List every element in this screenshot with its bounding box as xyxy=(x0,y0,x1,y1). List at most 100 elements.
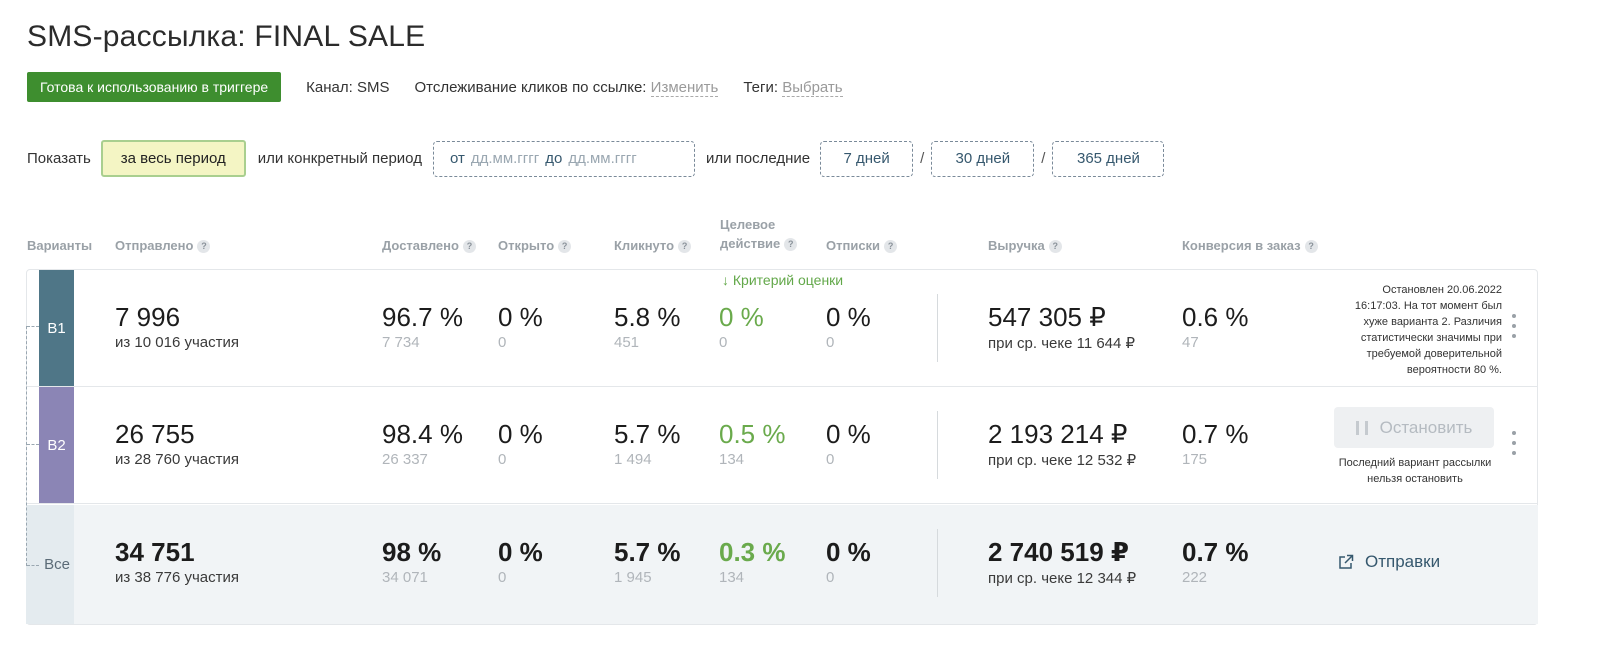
period-filter: Показать за весь период или конкретный п… xyxy=(27,140,1165,177)
tracking-setting: Отслеживание кликов по ссылке: Изменить xyxy=(414,78,719,97)
help-icon[interactable]: ? xyxy=(558,240,572,253)
unsub-cell: 0 % 0 xyxy=(826,419,871,468)
unsub-sub: 0 xyxy=(826,451,835,468)
column-header-label: Доставлено xyxy=(382,238,459,253)
column-divider xyxy=(937,294,938,362)
clicked-sub: 451 xyxy=(614,334,640,351)
more-menu-icon[interactable] xyxy=(1508,431,1520,455)
pause-icon xyxy=(1355,420,1368,435)
column-header-clicked: Кликнуто? xyxy=(614,238,692,253)
column-header-label: Отправлено xyxy=(115,238,194,253)
unsub-value: 0 % xyxy=(826,302,871,332)
stopped-note: Остановлен 20.06.2022 16:17:03. На тот м… xyxy=(1354,284,1502,376)
opened-value: 0 % xyxy=(498,302,543,332)
stop-variant-button[interactable]: Остановить xyxy=(1334,407,1494,448)
period-all-time-button[interactable]: за весь период xyxy=(100,140,246,177)
tree-branch xyxy=(27,444,39,445)
sent-value: 34 751 xyxy=(115,537,195,567)
variants-tree-connector xyxy=(26,326,39,566)
clicked-sub: 1 494 xyxy=(614,451,652,468)
delivered-cell: 98.4 % 26 337 xyxy=(382,419,463,468)
channel-label: Канал: SMS xyxy=(306,78,390,96)
tree-branch xyxy=(27,565,39,566)
help-icon[interactable]: ? xyxy=(784,238,798,251)
sent-sub: из 28 760 участия xyxy=(115,451,239,468)
opened-cell: 0 % 0 xyxy=(498,537,543,586)
delivered-sub: 7 734 xyxy=(382,334,420,351)
help-icon[interactable]: ? xyxy=(462,240,476,253)
column-header-label: Отписки xyxy=(826,238,881,253)
column-header-sent: Отправлено? xyxy=(115,238,211,253)
target-cell: 0.3 % 134 xyxy=(719,537,786,586)
clicked-cell: 5.8 % 451 xyxy=(614,302,681,351)
unsub-sub: 0 xyxy=(826,569,835,586)
delivered-sub: 26 337 xyxy=(382,451,428,468)
date-to-label: до xyxy=(545,150,563,167)
period-7-days-button[interactable]: 7 дней xyxy=(820,140,914,177)
unsub-value: 0 % xyxy=(826,419,871,449)
date-from-input[interactable]: дд.мм.гггг xyxy=(470,150,540,167)
date-to-input[interactable]: дд.мм.гггг xyxy=(568,150,637,167)
conversion-cell: 0.7 % 175 xyxy=(1182,419,1249,468)
table-row: B2 26 755 из 28 760 участия 98.4 % 26 337 … xyxy=(26,387,1538,504)
target-cell: 0 % 0 xyxy=(719,302,764,351)
target-sub: 134 xyxy=(719,451,745,468)
clicked-cell: 5.7 % 1 945 xyxy=(614,537,681,586)
column-header-label: Кликнуто xyxy=(614,238,675,253)
table-row: B1 7 996 из 10 016 участия 96.7 % 7 734 0 … xyxy=(26,270,1538,387)
conversion-value: 0.6 % xyxy=(1182,302,1249,332)
sent-cell: 7 996 из 10 016 участия xyxy=(115,302,239,351)
tags-label: Теги: xyxy=(743,78,779,96)
meta-bar: Готова к использованию в триггере Канал:… xyxy=(27,72,868,102)
sends-link[interactable]: Отправки xyxy=(1338,552,1440,572)
sent-value: 7 996 xyxy=(115,302,181,332)
opened-sub: 0 xyxy=(498,451,507,468)
tags-setting: Теги: Выбрать xyxy=(743,78,843,97)
conversion-cell: 0.7 % 222 xyxy=(1182,537,1249,586)
specific-period-label: или конкретный период xyxy=(257,150,422,167)
tracking-label: Отслеживание кликов по ссылке: xyxy=(414,78,647,96)
target-value: 0 % xyxy=(719,302,764,332)
conversion-cell: 0.6 % 47 xyxy=(1182,302,1249,351)
more-menu-icon[interactable] xyxy=(1508,314,1520,338)
sent-cell: 34 751 из 38 776 участия xyxy=(115,537,239,586)
revenue-value: 2 193 214 ₽ xyxy=(988,419,1128,449)
tracking-change-link[interactable]: Изменить xyxy=(650,78,719,97)
unsub-cell: 0 % 0 xyxy=(826,302,871,351)
opened-value: 0 % xyxy=(498,419,543,449)
target-value: 0.3 % xyxy=(719,537,786,567)
period-separator: / xyxy=(920,150,925,167)
external-link-icon xyxy=(1339,554,1354,569)
column-header-label: действие xyxy=(720,236,781,251)
period-30-days-button[interactable]: 30 дней xyxy=(931,140,1035,177)
help-icon[interactable]: ? xyxy=(1304,240,1318,253)
last-period-label: или последние xyxy=(705,150,811,167)
help-icon[interactable]: ? xyxy=(884,240,898,253)
help-icon[interactable]: ? xyxy=(1048,240,1062,253)
show-label: Показать xyxy=(27,150,91,167)
clicked-value: 5.7 % xyxy=(614,537,681,567)
column-header-revenue: Выручка? xyxy=(988,238,1062,253)
revenue-value: 547 305 ₽ xyxy=(988,302,1106,332)
revenue-sub: при ср. чеке 11 644 ₽ xyxy=(988,335,1136,352)
period-365-days-button[interactable]: 365 дней xyxy=(1052,140,1165,177)
date-range-input[interactable]: от дд.мм.гггг до дд.мм.гггг xyxy=(432,140,695,177)
sent-cell: 26 755 из 28 760 участия xyxy=(115,419,239,468)
delivered-value: 98.4 % xyxy=(382,419,463,449)
sent-value: 26 755 xyxy=(115,419,195,449)
delivered-cell: 98 % 34 071 xyxy=(382,537,441,586)
tags-select-link[interactable]: Выбрать xyxy=(782,78,843,97)
help-icon[interactable]: ? xyxy=(197,240,211,253)
delivered-value: 96.7 % xyxy=(382,302,463,332)
revenue-cell: 547 305 ₽ при ср. чеке 11 644 ₽ xyxy=(988,302,1135,352)
column-header-delivered: Доставлено? xyxy=(382,238,476,253)
opened-sub: 0 xyxy=(498,569,507,586)
stop-button-label: Остановить xyxy=(1379,417,1473,437)
conversion-value: 0.7 % xyxy=(1182,419,1249,449)
unsub-sub: 0 xyxy=(826,334,835,351)
help-icon[interactable]: ? xyxy=(678,240,692,253)
revenue-value: 2 740 519 ₽ xyxy=(988,537,1129,567)
column-header-label: Выручка xyxy=(988,238,1045,253)
variant-label: Все xyxy=(26,505,74,624)
delivered-value: 98 % xyxy=(382,537,442,567)
